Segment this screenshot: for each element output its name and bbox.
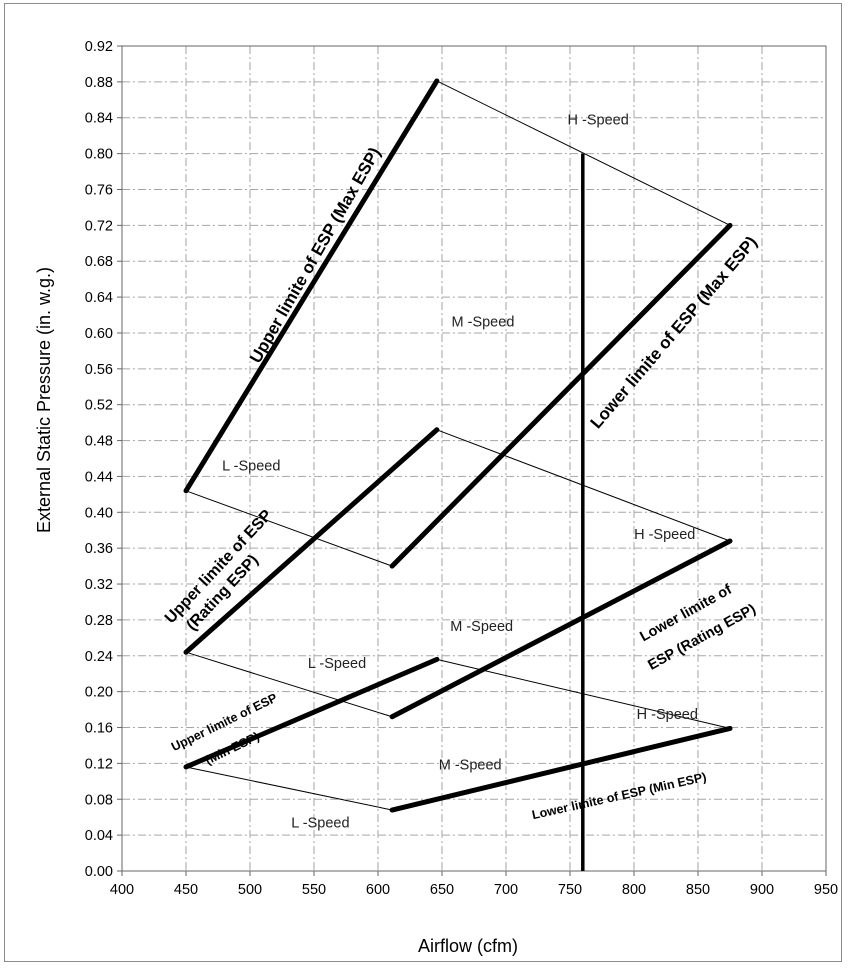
speed-labels: H -Speed M -Speed L -Speed H -Speed M -Speed… (222, 113, 698, 832)
y-tick-label: 0.32 (85, 577, 113, 593)
y-tick-label: 0.80 (85, 147, 113, 163)
speed-label: M -Speed (439, 757, 502, 773)
y-tick-label: 0.00 (85, 864, 113, 880)
speed-label: L -Speed (291, 816, 349, 832)
fan-curve-line (185, 766, 393, 811)
annotation-min-lower: Lower limite of ESP (Min ESP) (531, 770, 708, 822)
y-tick-label: 0.24 (85, 649, 113, 665)
x-tick-label: 550 (302, 882, 326, 898)
y-tick-label: 0.20 (85, 685, 113, 701)
x-tick-label: 600 (366, 882, 390, 898)
fan-curve-line (436, 80, 731, 226)
x-tick-label: 950 (814, 882, 838, 898)
esp-limit-line (183, 656, 440, 770)
esp-limit-line (389, 725, 733, 813)
esp-limit-lines (183, 78, 733, 813)
x-tick-label: 750 (558, 882, 582, 898)
x-tick-label: 800 (622, 882, 646, 898)
y-axis-title: External Static Pressure (in. w.g.) (34, 267, 54, 533)
speed-label: H -Speed (637, 707, 698, 723)
x-axis-title: Airflow (cfm) (418, 936, 518, 956)
speed-label: M -Speed (450, 619, 513, 635)
y-tick-label: 0.92 (85, 39, 113, 55)
y-tick-label: 0.64 (85, 290, 113, 306)
y-tick-label: 0.72 (85, 218, 113, 234)
x-axis-ticks: 400 450 500 550 600 650 700 750 800 850 900 950 (110, 871, 838, 898)
y-tick-label: 0.68 (85, 254, 113, 270)
y-tick-label: 0.60 (85, 326, 113, 342)
y-tick-label: 0.48 (85, 434, 113, 450)
speed-label: H -Speed (634, 527, 695, 543)
y-tick-label: 0.52 (85, 398, 113, 414)
y-tick-label: 0.76 (85, 182, 113, 198)
speed-label: H -Speed (568, 113, 629, 129)
esp-limit-line (183, 427, 440, 655)
y-tick-label: 0.44 (85, 469, 113, 485)
y-tick-label: 0.12 (85, 756, 113, 772)
y-tick-label: 0.84 (85, 111, 113, 127)
x-tick-label: 500 (238, 882, 262, 898)
grid-lines (122, 46, 826, 871)
plot-area-border (121, 45, 827, 872)
y-tick-label: 0.88 (85, 75, 113, 91)
y-tick-label: 0.08 (85, 792, 113, 808)
y-tick-label: 0.40 (85, 505, 113, 521)
y-tick-label: 0.56 (85, 362, 113, 378)
fan-curve-line (185, 490, 393, 567)
x-tick-label: 850 (686, 882, 710, 898)
fan-curve-line (185, 651, 393, 718)
y-tick-label: 0.16 (85, 721, 113, 737)
x-tick-label: 650 (430, 882, 454, 898)
y-axis-ticks: 0.00 0.04 0.08 0.12 0.16 0.20 0.24 0.28 0.32 0.36… (85, 39, 122, 880)
speed-label: L -Speed (222, 459, 280, 475)
x-tick-label: 450 (174, 882, 198, 898)
speed-label: L -Speed (308, 656, 366, 672)
esp-limit-line (389, 222, 733, 569)
x-tick-label: 400 (110, 882, 134, 898)
y-tick-label: 0.28 (85, 613, 113, 629)
esp-limit-line (183, 78, 440, 494)
x-tick-label: 700 (494, 882, 518, 898)
esp-limit-line (389, 538, 733, 720)
x-tick-label: 900 (750, 882, 774, 898)
y-tick-label: 0.36 (85, 541, 113, 557)
speed-label: M -Speed (452, 314, 515, 330)
annotation-max-lower: Lower limite of ESP (Max ESP) (587, 233, 761, 433)
y-tick-label: 0.04 (85, 828, 113, 844)
